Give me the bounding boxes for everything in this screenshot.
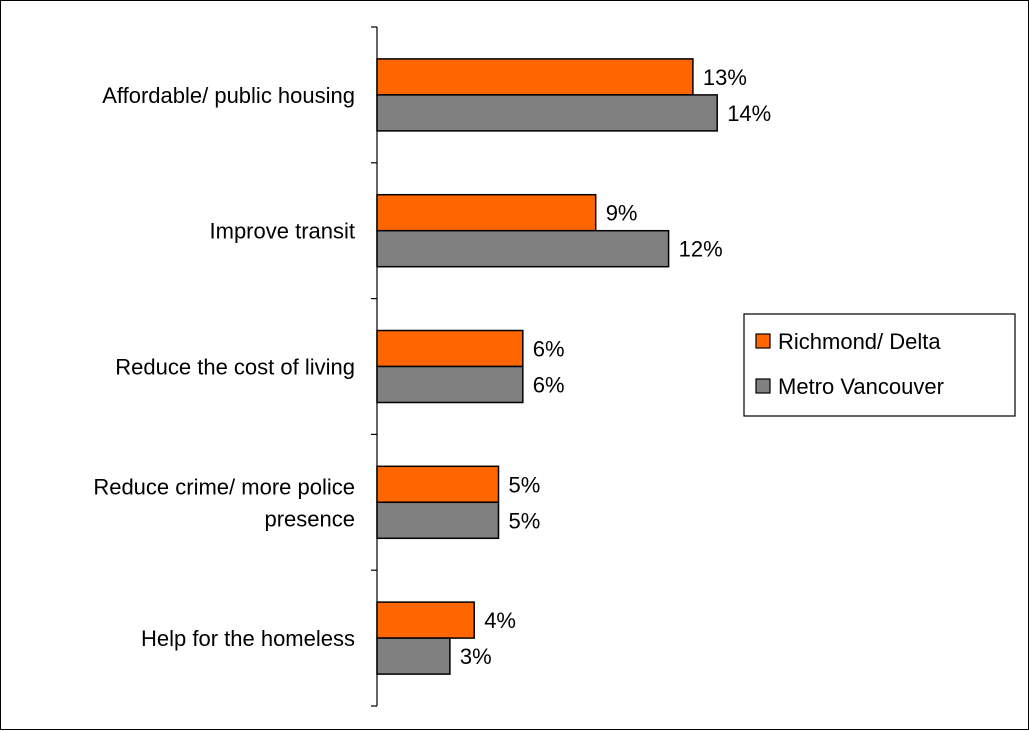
bar-richmond-delta: [376, 601, 475, 639]
bar-metro-vancouver: [376, 229, 670, 268]
category-label: Improve transit: [210, 219, 356, 244]
labels-layer: Affordable/ public housing 13% 14% Improve …: [93, 65, 771, 669]
data-label: 4%: [484, 608, 516, 633]
bar-metro-vancouver: [376, 365, 524, 404]
bar-richmond-delta: [376, 465, 500, 504]
bar-metro-vancouver: [376, 501, 500, 540]
data-label: 9%: [606, 201, 638, 226]
category-label: Affordable/ public housing: [102, 83, 355, 108]
bar-richmond-delta: [376, 329, 524, 368]
category-label: Reduce the cost of living: [115, 355, 355, 380]
data-label: 6%: [533, 373, 565, 398]
bar-richmond-delta: [376, 193, 597, 232]
data-label: 5%: [509, 472, 541, 497]
data-label: 5%: [509, 508, 541, 533]
data-label: 3%: [460, 644, 492, 669]
bar-richmond-delta: [376, 58, 694, 96]
legend-swatch: [755, 333, 771, 349]
legend-label: Metro Vancouver: [778, 374, 944, 399]
data-label: 13%: [703, 65, 747, 90]
data-label: 12%: [679, 237, 723, 262]
data-label: 14%: [727, 101, 771, 126]
category-label: Reduce crime/ more police presence: [93, 474, 355, 531]
data-label: 6%: [533, 337, 565, 362]
category-label: Help for the homeless: [141, 626, 355, 651]
legend-label: Richmond/ Delta: [778, 329, 941, 354]
legend-swatch: [755, 378, 771, 394]
bar-metro-vancouver: [376, 637, 451, 675]
bar-metro-vancouver: [376, 94, 718, 132]
bars-layer: [376, 58, 718, 675]
legend-box: [743, 313, 1016, 417]
axis-layer: [371, 26, 378, 707]
legend: Richmond/ Delta Metro Vancouver: [743, 313, 1016, 417]
